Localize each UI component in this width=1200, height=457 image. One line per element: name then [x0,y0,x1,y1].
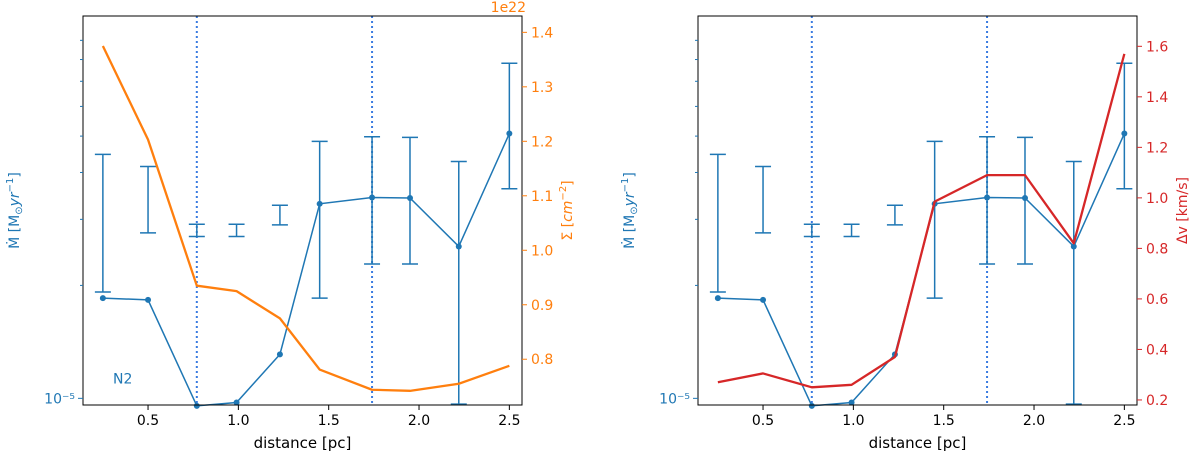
right-ytick-right-label-0: 0.2 [1146,393,1168,409]
left-ytick-right-label-2: 1.0 [531,243,553,259]
right-ylabel-left-part-4: ] [622,172,638,177]
left-mdot-point-9 [506,130,513,137]
left-mdot-point-7 [406,194,413,201]
left-ylabel-left-part-2: yr [7,191,23,207]
left-ylabel-left: Ṁ [M⊙yr−1] [5,172,25,249]
right-errorbar-8 [1065,160,1082,405]
left-annotation: N2 [113,371,132,387]
left-mdot-line [102,133,511,407]
right-xtick-label-3: 2.0 [1023,413,1045,429]
left-xlabel: distance [pc] [254,434,352,452]
right-mdot-point-1 [760,296,767,303]
right-errorbar-4 [886,204,903,226]
left-xtick-label-0: 0.5 [137,413,159,429]
right-errorbar-3 [843,223,860,238]
right-ylabel-left-part-2: yr [622,191,638,207]
left-mdot-point-2 [193,402,200,409]
left-offset-label: 1e22 [491,0,526,16]
right-xtick-label-4: 2.5 [1113,413,1135,429]
right-series-dv-line [717,53,1126,389]
left-ytick-right-label-3: 1.1 [531,189,553,205]
right-ytick-left-label-0: 10⁻⁵ [659,391,690,407]
right-xtick-label-0: 0.5 [752,413,774,429]
right-mdot-point-0 [714,295,721,302]
right-xlabel: distance [pc] [869,434,967,452]
left-ylabel-left-part-1: ⊙ [14,206,25,214]
left-mdot-point-0 [99,295,106,302]
left-axes-frame [82,15,523,406]
left-mdot-point-5 [316,200,323,207]
left-errorbar-1 [140,165,157,234]
right-ylabel-right: Δv [km/s] [1175,177,1191,244]
left-mdot-point-3 [233,399,240,406]
left-xtick-label-4: 2.5 [498,413,520,429]
left-ylabel-left-part-4: ] [7,172,23,177]
right-errorbar-1 [755,165,772,234]
right-axes-frame [697,15,1138,406]
right-mdot-point-7 [1021,194,1028,201]
left-mdot-point-4 [276,351,283,358]
left-xtick-label-3: 2.0 [408,413,430,429]
left-mdot-point-6 [369,194,376,201]
right-ytick-right-label-2: 0.6 [1146,292,1168,308]
left-ytick-right-label-0: 0.8 [531,352,553,368]
right-ytick-right-label-7: 1.6 [1146,39,1168,55]
left-ylabel-right: Σ [cm−2] [558,180,576,240]
right-series-dv [717,53,1126,389]
right-errorbar-9 [1116,62,1133,190]
left-series-sigma-line [101,45,510,392]
right-ytick-right-label-3: 0.8 [1146,241,1168,257]
left-ylabel-right-part-1: cm [560,201,576,222]
right-ytick-right-label-1: 0.4 [1146,342,1168,358]
right-errorbar-0 [709,153,726,293]
left-errorbar-4 [271,204,288,226]
right-mdot-point-6 [984,194,991,201]
right-ytick-right-label-4: 1.0 [1146,191,1168,207]
left-errorbar-0 [94,153,111,293]
left-xtick-label-1: 1.0 [227,413,249,429]
left-ylabel-right-part-2: −2 [558,186,569,201]
right-panel: 0.5 1.0 1.5 2.0 2.5 distance [pc] 10⁻⁵ Ṁ [M⊙yr−… [620,15,1191,452]
left-errorbar-8 [450,160,467,405]
right-ylabel-left: Ṁ [M⊙yr−1] [620,172,640,249]
left-ytick-right-label-6: 1.4 [531,25,553,41]
left-errorbar-9 [501,62,518,190]
right-errorbar-5 [926,140,943,299]
left-ylabel-right-part-0: Σ [ [560,222,576,241]
left-ytick-right-label-1: 0.9 [531,298,553,314]
right-ytick-right-label-6: 1.4 [1146,90,1168,106]
left-errorbar-3 [228,223,245,238]
left-ylabel-left-part-3: −1 [5,178,16,193]
right-mdot-point-9 [1121,130,1128,137]
left-ytick-left-label-0: 10⁻⁵ [44,391,75,407]
right-mdot-point-2 [808,402,815,409]
left-ytick-right-label-5: 1.3 [531,80,553,96]
right-mdot-point-8 [1070,243,1077,250]
left-series-mdot [94,62,518,409]
right-series-mdot [709,62,1133,409]
left-series-sigma [101,45,510,392]
left-ylabel-right-part-3: ] [560,180,576,185]
left-errorbar-2 [188,223,205,238]
left-ylabel-left-part-0: Ṁ [M [5,215,23,249]
right-ylabel-left-part-0: Ṁ [M [620,215,638,249]
left-mdot-point-1 [145,296,152,303]
right-ylabel-left-part-1: ⊙ [629,206,640,214]
right-errorbar-2 [803,223,820,238]
right-ylabel-left-part-3: −1 [620,178,631,193]
right-xtick-label-2: 1.5 [933,413,955,429]
left-xtick-label-2: 1.5 [318,413,340,429]
right-xtick-label-1: 1.0 [842,413,864,429]
right-mdot-point-3 [848,399,855,406]
left-ytick-right-label-4: 1.2 [531,134,553,150]
right-ytick-right-label-5: 1.2 [1146,140,1168,156]
left-mdot-point-8 [455,243,462,250]
left-errorbar-5 [311,140,328,299]
